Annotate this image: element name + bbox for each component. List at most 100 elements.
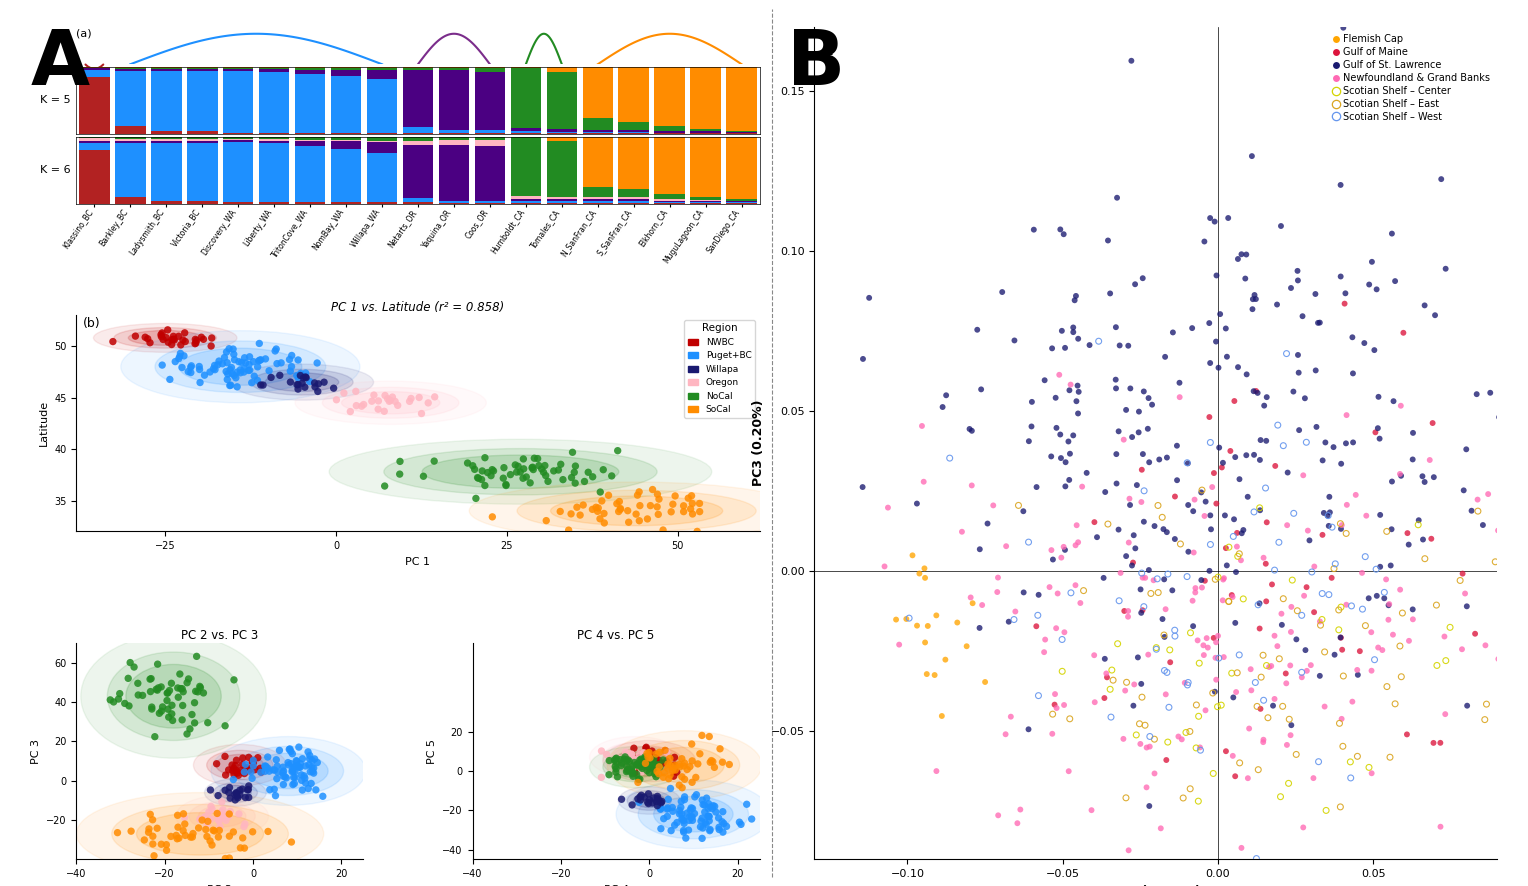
Point bbox=[1213, 322, 1238, 336]
Point bbox=[634, 740, 659, 754]
Point bbox=[883, 612, 908, 626]
Bar bbox=[475, 67, 506, 73]
Bar bbox=[223, 140, 254, 142]
Point bbox=[1229, 841, 1253, 855]
Point bbox=[652, 743, 677, 758]
Point bbox=[182, 716, 206, 730]
Point bbox=[550, 472, 575, 486]
Bar bbox=[510, 128, 541, 130]
Point bbox=[607, 494, 631, 509]
Point bbox=[924, 609, 949, 623]
Point bbox=[1186, 709, 1210, 723]
Point bbox=[1248, 702, 1273, 716]
Ellipse shape bbox=[211, 736, 365, 805]
Point bbox=[1082, 696, 1106, 710]
Point bbox=[631, 747, 656, 761]
Point bbox=[264, 753, 289, 767]
Bar bbox=[151, 137, 182, 139]
Bar bbox=[547, 199, 578, 201]
Point bbox=[150, 326, 174, 340]
Point bbox=[1303, 363, 1328, 377]
Point bbox=[1270, 699, 1294, 713]
Bar bbox=[547, 142, 578, 198]
Bar bbox=[510, 137, 541, 196]
Bar bbox=[115, 126, 145, 134]
Point bbox=[472, 451, 497, 465]
Point bbox=[1421, 735, 1445, 750]
Point bbox=[503, 458, 527, 472]
Point bbox=[228, 362, 252, 377]
Point bbox=[1125, 478, 1149, 492]
Point bbox=[1245, 763, 1270, 777]
Point bbox=[1433, 261, 1458, 276]
Point bbox=[1222, 450, 1247, 464]
Point bbox=[645, 765, 669, 779]
Ellipse shape bbox=[93, 323, 237, 353]
Bar bbox=[151, 141, 182, 143]
Point bbox=[622, 753, 646, 767]
Point bbox=[1005, 816, 1030, 830]
Point bbox=[1155, 450, 1180, 464]
Point bbox=[1494, 317, 1519, 331]
Point bbox=[613, 753, 637, 767]
Point bbox=[559, 470, 584, 485]
Bar bbox=[475, 137, 506, 140]
Point bbox=[1365, 589, 1389, 603]
Ellipse shape bbox=[194, 744, 286, 786]
Point bbox=[1279, 600, 1303, 614]
Point bbox=[215, 810, 240, 824]
Point bbox=[286, 759, 310, 773]
Point bbox=[643, 770, 668, 784]
Point bbox=[1053, 479, 1077, 494]
Point bbox=[1051, 698, 1076, 712]
Point bbox=[208, 823, 232, 837]
Point bbox=[663, 489, 688, 503]
Point bbox=[973, 675, 998, 689]
Ellipse shape bbox=[639, 789, 749, 839]
Point bbox=[1114, 549, 1138, 563]
Point bbox=[625, 767, 649, 781]
Point bbox=[614, 754, 639, 768]
Point bbox=[362, 388, 387, 402]
Bar bbox=[726, 199, 756, 201]
Bar bbox=[295, 146, 325, 202]
Point bbox=[668, 778, 692, 792]
Point bbox=[1120, 430, 1144, 444]
Point bbox=[620, 748, 645, 762]
Point bbox=[284, 377, 309, 392]
Point bbox=[1273, 666, 1297, 680]
Point bbox=[298, 749, 322, 763]
Point bbox=[996, 615, 1021, 629]
Point bbox=[217, 829, 241, 843]
Point bbox=[1172, 676, 1196, 690]
Bar bbox=[151, 139, 182, 141]
Point bbox=[222, 369, 246, 383]
Ellipse shape bbox=[179, 348, 303, 385]
Point bbox=[1019, 419, 1044, 433]
Point bbox=[209, 795, 234, 809]
Point bbox=[532, 465, 556, 479]
Point bbox=[1277, 658, 1302, 672]
Point bbox=[1366, 390, 1390, 404]
Point bbox=[220, 758, 244, 772]
Point bbox=[1297, 533, 1322, 548]
Point bbox=[683, 789, 707, 804]
Point bbox=[344, 385, 368, 399]
Point bbox=[1244, 292, 1268, 307]
Point bbox=[707, 742, 732, 756]
Point bbox=[1244, 675, 1268, 689]
Point bbox=[1271, 592, 1296, 606]
Ellipse shape bbox=[633, 793, 665, 807]
Point bbox=[283, 759, 307, 773]
Point bbox=[1178, 781, 1203, 796]
Point bbox=[455, 456, 480, 470]
Point bbox=[633, 790, 657, 804]
Point bbox=[1274, 346, 1299, 361]
Point bbox=[494, 478, 518, 492]
Point bbox=[174, 676, 199, 690]
Point bbox=[698, 755, 723, 769]
Point bbox=[960, 478, 984, 493]
Point bbox=[234, 356, 258, 370]
Point bbox=[651, 812, 675, 826]
Point bbox=[1071, 584, 1096, 598]
